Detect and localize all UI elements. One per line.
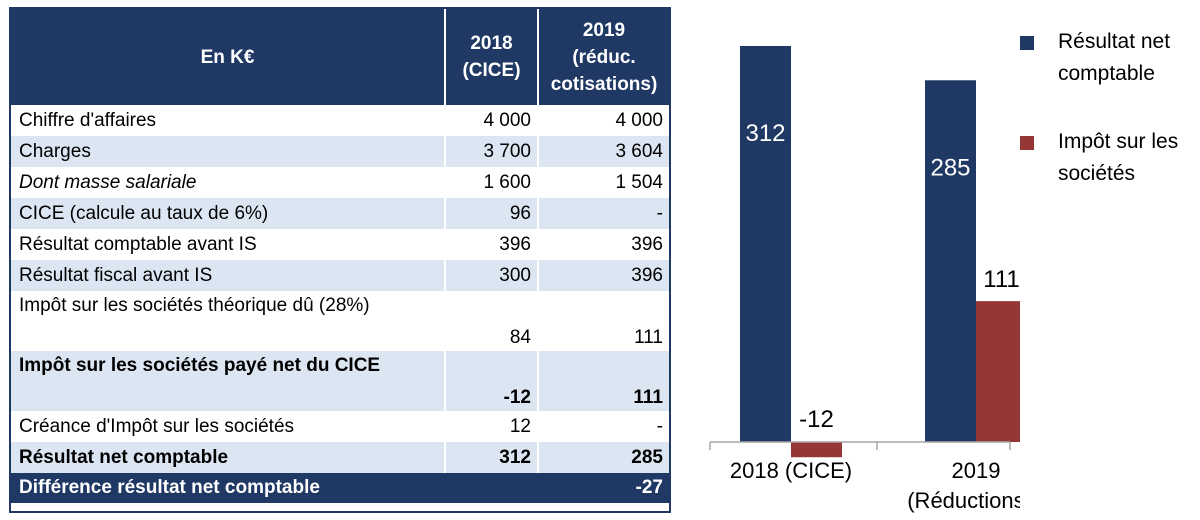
legend-label: Impôt sur les sociétés	[1058, 130, 1179, 185]
row-value-2018: -12	[444, 351, 537, 411]
row-value-2019: 3 604	[537, 136, 669, 167]
row-value-2019: 396	[537, 260, 669, 291]
table-row: Impôt sur les sociétés théorique dû (28%…	[11, 291, 669, 351]
row-value-2019: 111	[537, 351, 669, 411]
category-label-0: 2018 (CICE)	[730, 458, 852, 483]
row-label: CICE (calcule au taux de 6%)	[19, 202, 269, 224]
row-label: Impôt sur les sociétés théorique dû (28%…	[19, 295, 370, 316]
bar-1-1	[976, 301, 1020, 442]
data-label-0-0: 312	[745, 120, 785, 147]
data-label-0-1: 285	[930, 154, 970, 181]
table-row: Dont masse salariale 1 600 1 504	[11, 167, 669, 198]
bar-chart: 312 285 -12 111 2018 (CICE) 2019 (Réductions ……	[680, 0, 1200, 520]
legend-label: Résultat net comptable	[1058, 30, 1171, 85]
row-value-2019: -	[537, 411, 669, 442]
legend-item: Impôt sur les sociétés	[1020, 126, 1200, 226]
row-label: Créance d'Impôt sur les sociétés	[19, 415, 295, 437]
header-label: En K€	[200, 46, 255, 68]
row-value-2018: 312	[444, 442, 537, 473]
chart-legend: Résultat net comptable Impôt sur les soci…	[1020, 26, 1200, 226]
row-value-2018: 96	[444, 198, 537, 229]
row-value-2019: 285	[537, 442, 669, 473]
legend-swatch	[1020, 136, 1034, 150]
row-value-2018: 12	[444, 411, 537, 442]
category-label-1-cont: (Réductions …	[907, 488, 1020, 513]
table-row: CICE (calcule au taux de 6%) 96-	[11, 198, 669, 229]
header-2018: 2018 (CICE)	[444, 9, 537, 105]
table-body: Chiffre d'affaires 4 000 4 000 Charges 3 700…	[11, 105, 669, 473]
row-value-2018: 3 700	[444, 136, 537, 167]
row-value-2018: 396	[444, 229, 537, 260]
data-label-1-1: 111	[983, 266, 1019, 293]
row-value-2019: -	[537, 198, 669, 229]
row-label: Résultat comptable avant IS	[19, 233, 257, 255]
table-row: Créance d'Impôt sur les sociétés 12-	[11, 411, 669, 442]
category-label-1: 2019	[952, 458, 1001, 483]
row-value-2019: 1 504	[537, 167, 669, 198]
header-2019: 2019 (réduc. cotisations)	[537, 9, 669, 105]
chart-canvas: 312 285 -12 111 2018 (CICE) 2019 (Réductions …	[709, 46, 1020, 513]
row-label: Impôt sur les sociétés payé net du CICE	[19, 355, 381, 376]
table-row: Charges 3 700 3 604	[11, 136, 669, 167]
table-header: En K€ 2018 (CICE) 2019 (réduc. cotisatio…	[11, 9, 669, 105]
row-value-2019: 4 000	[537, 105, 669, 136]
table-row: Résultat net comptable 312 285	[11, 442, 669, 473]
row-value-2019: 396	[537, 229, 669, 260]
bar-0-1	[925, 80, 976, 443]
legend-swatch	[1020, 36, 1034, 50]
row-label: Chiffre d'affaires	[19, 109, 157, 131]
row-label: Charges	[19, 140, 91, 162]
difference-row: Différence résultat net comptable -27	[11, 473, 669, 503]
table-row: Chiffre d'affaires 4 000 4 000	[11, 105, 669, 136]
bar-0-0	[740, 46, 791, 442]
difference-label: Différence résultat net comptable	[19, 477, 320, 498]
table-row: Résultat comptable avant IS 396 396	[11, 229, 669, 260]
result-table: En K€ 2018 (CICE) 2019 (réduc. cotisatio…	[9, 7, 671, 513]
row-value-2018: 84	[444, 291, 537, 351]
row-value-2018: 300	[444, 260, 537, 291]
row-label: Résultat net comptable	[19, 446, 229, 468]
row-value-2018: 1 600	[444, 167, 537, 198]
row-value-2019: 111	[537, 291, 669, 351]
table-row: Résultat fiscal avant IS 300 396	[11, 260, 669, 291]
legend-item: Résultat net comptable	[1020, 26, 1200, 126]
row-label: Résultat fiscal avant IS	[19, 264, 213, 286]
difference-value: -27	[635, 477, 663, 498]
bar-1-0	[791, 442, 842, 458]
row-label: Dont masse salariale	[19, 171, 197, 193]
row-value-2018: 4 000	[444, 105, 537, 136]
data-label-1-0: -12	[799, 406, 834, 433]
table-row: Impôt sur les sociétés payé net du CICE -…	[11, 351, 669, 411]
